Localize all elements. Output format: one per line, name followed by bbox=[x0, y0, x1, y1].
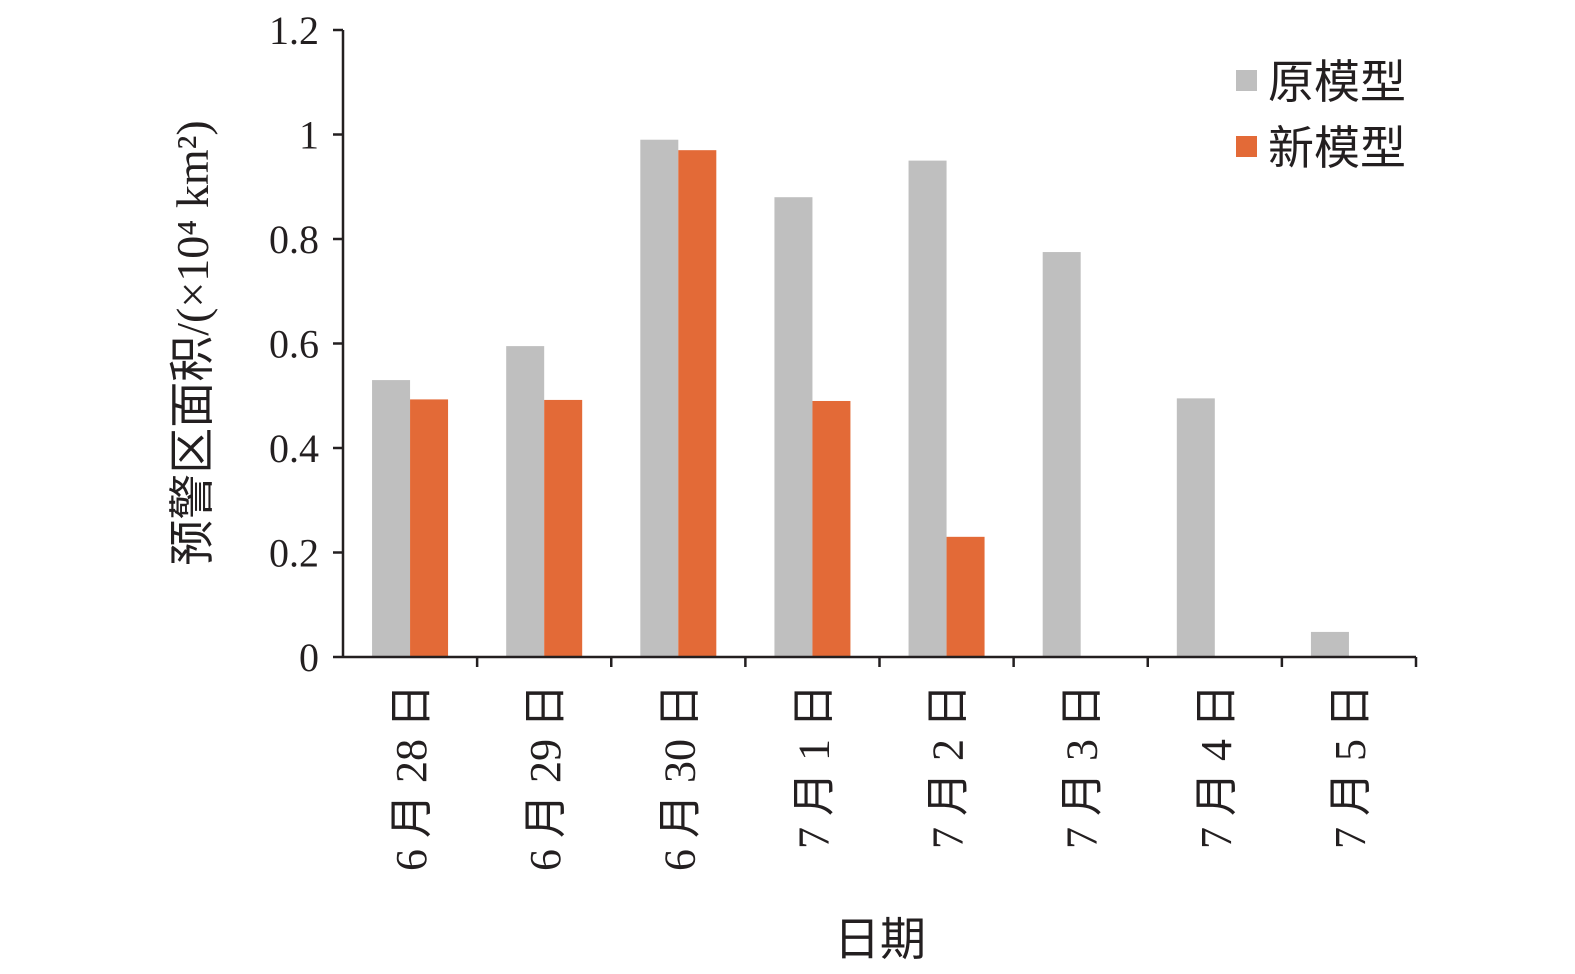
y-tick-label: 0 bbox=[299, 635, 319, 680]
bar-new-model bbox=[544, 399, 583, 657]
x-category-label: 7 月 1 日 bbox=[789, 684, 838, 849]
y-axis-title: 预警区面积/(×10⁴ km²) bbox=[167, 120, 218, 565]
bar-original-model bbox=[372, 380, 411, 657]
y-tick-label: 1.2 bbox=[269, 8, 319, 53]
bar-original-model bbox=[774, 197, 813, 657]
x-ticks bbox=[475, 657, 1418, 667]
bar-new-model bbox=[946, 536, 985, 657]
bars-layer bbox=[372, 139, 1349, 658]
bar-new-model bbox=[678, 150, 717, 658]
bar-new-model bbox=[410, 399, 449, 657]
legend-label: 原模型 bbox=[1268, 57, 1406, 108]
category-labels: 6 月 28 日 6 月 29 日 6 月 30 日 7 月 1 日 7 月 2 日 7 … bbox=[387, 684, 1375, 871]
legend-swatch bbox=[1236, 136, 1257, 157]
bar-original-model bbox=[908, 160, 947, 657]
bar-original-model bbox=[1176, 398, 1215, 657]
y-tick-label: 0.2 bbox=[269, 531, 319, 576]
x-category-label: 6 月 30 日 bbox=[655, 684, 704, 871]
x-category-label: 6 月 29 日 bbox=[521, 684, 570, 871]
bar-original-model bbox=[640, 139, 679, 658]
x-axis-title: 日期 bbox=[834, 914, 926, 965]
legend-label: 新模型 bbox=[1268, 123, 1406, 174]
y-ticks: 0 0.2 0.4 0.6 0.8 1 1.2 bbox=[269, 8, 343, 680]
x-category-label: 7 月 4 日 bbox=[1192, 684, 1241, 849]
y-tick-label: 0.4 bbox=[269, 426, 319, 471]
axes-layer bbox=[341, 30, 1416, 659]
y-tick-label: 0.6 bbox=[269, 322, 319, 367]
x-category-label: 6 月 28 日 bbox=[387, 684, 436, 871]
x-category-label: 7 月 3 日 bbox=[1058, 684, 1107, 849]
legend-swatch bbox=[1236, 70, 1257, 91]
y-tick-label: 1 bbox=[299, 113, 319, 158]
bar-new-model bbox=[812, 400, 851, 657]
x-category-label: 7 月 2 日 bbox=[924, 684, 973, 849]
bar-original-model bbox=[1310, 631, 1349, 657]
y-tick-label: 0.8 bbox=[269, 217, 319, 262]
bar-original-model bbox=[506, 346, 545, 657]
bar-original-model bbox=[1042, 252, 1081, 657]
x-category-label: 7 月 5 日 bbox=[1326, 684, 1375, 849]
